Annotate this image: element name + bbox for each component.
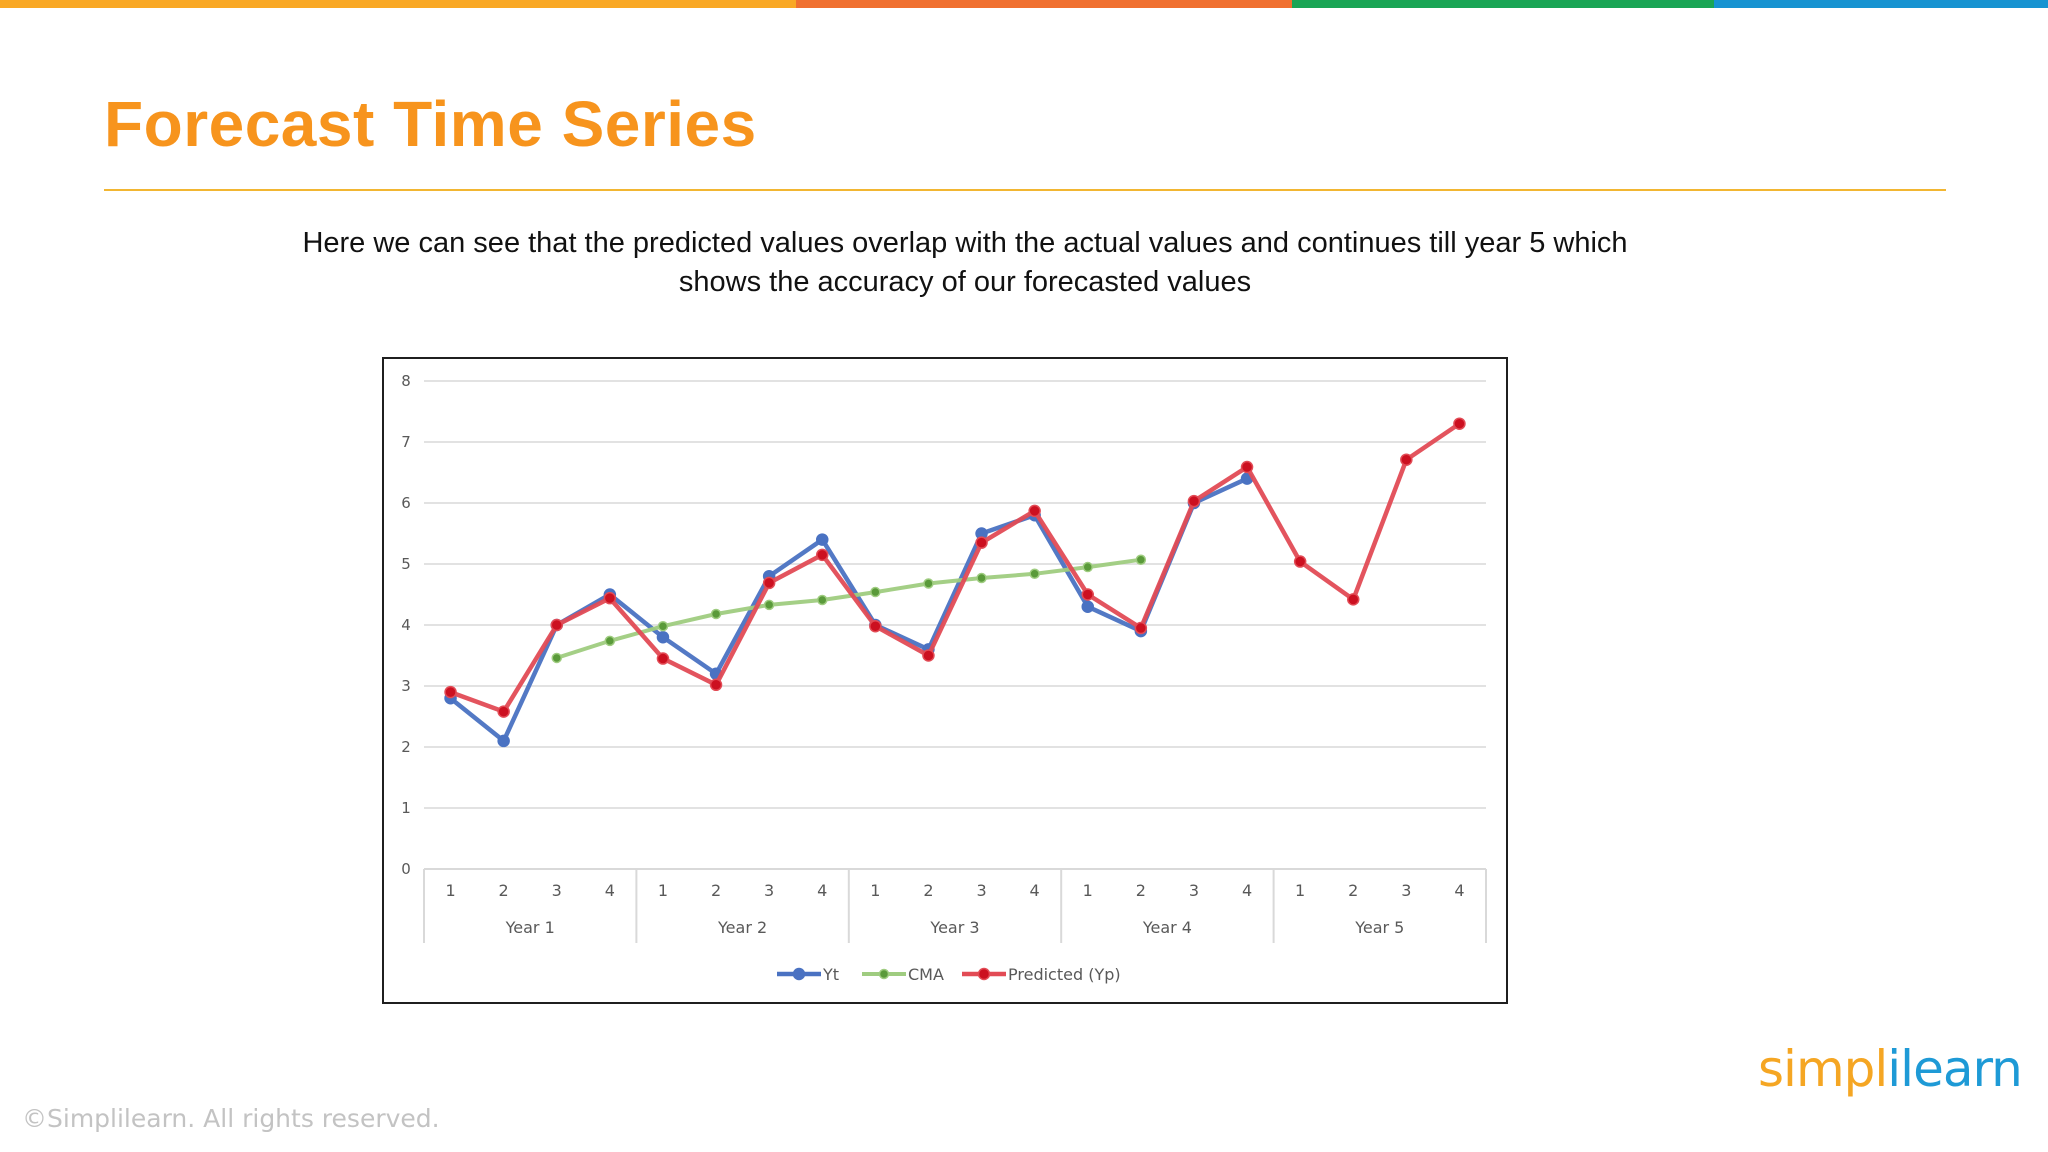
x-tick-label: 2 xyxy=(1136,881,1146,900)
x-tick-label: 4 xyxy=(605,881,615,900)
x-tick-label: 1 xyxy=(1295,881,1305,900)
x-tick-label: 1 xyxy=(1083,881,1093,900)
point-pred xyxy=(1134,621,1148,635)
x-tick-label: 2 xyxy=(923,881,933,900)
point-cma xyxy=(551,652,562,664)
point-cma xyxy=(923,578,934,589)
point-cma xyxy=(657,620,669,632)
y-tick-label: 7 xyxy=(401,433,411,451)
point-cma xyxy=(763,599,775,611)
x-group-label: Year 5 xyxy=(1354,918,1404,937)
x-tick-label: 3 xyxy=(1189,881,1199,900)
point-pred xyxy=(922,649,935,662)
point-cma xyxy=(870,586,881,598)
y-tick-label: 5 xyxy=(401,555,411,573)
point-cma xyxy=(710,608,722,620)
series-line-pred xyxy=(448,421,1462,714)
x-group-label: Year 4 xyxy=(1142,918,1192,937)
x-tick-label: 3 xyxy=(976,881,986,900)
point-pred xyxy=(1240,460,1254,474)
point-pred xyxy=(497,705,510,718)
x-tick-label: 3 xyxy=(552,881,562,900)
point-cma xyxy=(1029,568,1040,580)
legend-marker-pred xyxy=(977,967,991,981)
title-divider xyxy=(104,189,1946,191)
point-cma xyxy=(1082,561,1093,573)
simplilearn-logo: simplilearn xyxy=(1758,1040,2023,1098)
x-tick-label: 4 xyxy=(1030,881,1040,900)
x-tick-label: 4 xyxy=(1242,881,1252,900)
point-pred xyxy=(1347,593,1360,606)
point-pred xyxy=(709,678,723,692)
point-yt xyxy=(656,630,670,644)
point-pred xyxy=(869,619,882,633)
x-tick-label: 2 xyxy=(499,881,509,900)
point-pred xyxy=(656,652,670,665)
legend-marker-yt xyxy=(792,967,806,981)
point-pred xyxy=(762,576,776,590)
y-tick-label: 6 xyxy=(401,494,411,512)
top-bar-segment-1 xyxy=(0,0,796,8)
slide-description: Here we can see that the predicted value… xyxy=(302,227,1628,298)
logo-text-part2: ilearn xyxy=(1887,1040,2023,1098)
point-cma xyxy=(817,594,828,606)
point-pred xyxy=(1453,417,1466,430)
point-yt xyxy=(497,734,510,748)
line-chart: 0 1 2 3 4 5 6 7 8 1 2 3 4 1 2 3 4 1 2 3 4 1 2 3 4 1 2 3 4 Year 1 Year … xyxy=(401,372,1487,984)
legend-label-cma: CMA xyxy=(908,965,944,984)
y-tick-label: 1 xyxy=(401,799,411,817)
chart-frame: 0 1 2 3 4 5 6 7 8 1 2 3 4 1 2 3 4 1 2 3 4 1 2 3 4 1 2 3 4 Year 1 Year … xyxy=(382,357,1508,1004)
legend-label-yt: Yt xyxy=(822,965,839,984)
point-cma xyxy=(976,572,987,584)
top-bar-segment-4 xyxy=(1714,0,2048,8)
x-tick-label: 2 xyxy=(1348,881,1358,900)
point-pred xyxy=(444,685,457,699)
logo-text-part1: simpl xyxy=(1758,1040,1888,1098)
point-pred xyxy=(1293,555,1307,568)
point-pred xyxy=(1028,504,1041,518)
x-tick-label: 3 xyxy=(1401,881,1411,900)
legend-marker-cma xyxy=(878,968,890,980)
point-pred xyxy=(975,536,988,549)
point-yt xyxy=(816,533,829,546)
x-tick-label: 4 xyxy=(1454,881,1464,900)
copyright-text: ©Simplilearn. All rights reserved. xyxy=(22,1104,440,1133)
x-group-label: Year 1 xyxy=(505,918,555,937)
top-bar-segment-3 xyxy=(1292,0,1714,8)
legend-label-pred: Predicted (Yp) xyxy=(1008,965,1121,984)
y-tick-label: 8 xyxy=(401,372,411,390)
y-tick-label: 0 xyxy=(401,860,411,878)
point-pred xyxy=(816,548,829,562)
series-line-yt xyxy=(448,476,1250,744)
point-pred xyxy=(603,591,617,605)
point-pred xyxy=(1081,588,1094,601)
series-line-cma xyxy=(554,557,1143,660)
slide-title: Forecast Time Series xyxy=(104,88,757,160)
x-tick-label: 4 xyxy=(817,881,827,900)
x-tick-label: 3 xyxy=(764,881,774,900)
top-color-bar xyxy=(0,0,2048,8)
top-bar-segment-2 xyxy=(796,0,1292,8)
point-yt xyxy=(1081,600,1094,613)
x-tick-label: 1 xyxy=(870,881,880,900)
y-tick-label: 2 xyxy=(401,738,411,756)
x-group-label: Year 3 xyxy=(929,918,979,937)
point-cma xyxy=(1135,554,1147,565)
point-cma xyxy=(604,635,616,647)
point-pred xyxy=(1400,453,1413,466)
point-pred xyxy=(550,618,563,632)
point-pred xyxy=(1187,494,1201,508)
x-tick-label: 2 xyxy=(711,881,721,900)
x-tick-label: 1 xyxy=(658,881,668,900)
x-tick-label: 1 xyxy=(445,881,455,900)
y-tick-label: 4 xyxy=(401,616,411,634)
x-group-label: Year 2 xyxy=(717,918,767,937)
y-tick-label: 3 xyxy=(401,677,411,695)
